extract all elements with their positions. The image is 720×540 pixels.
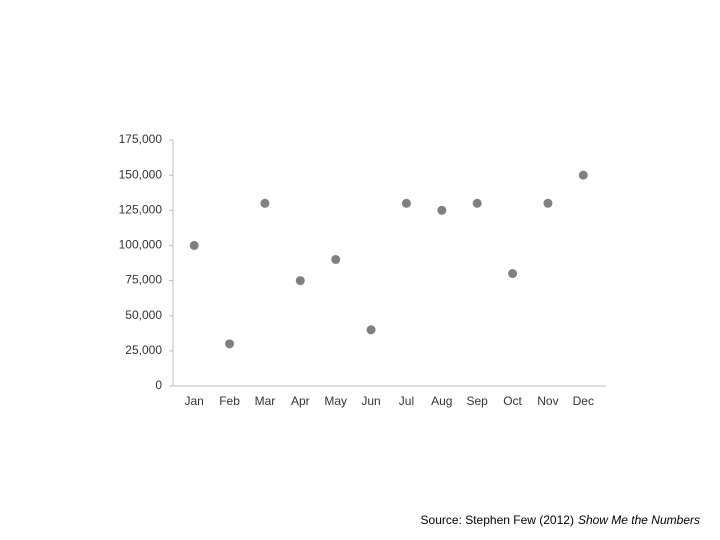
dot [225, 339, 235, 349]
x-tick-label: Apr [291, 394, 310, 408]
dot [366, 325, 376, 335]
source: Source: Stephen Few (2012) [421, 513, 574, 527]
x-tick-label: Mar [255, 394, 276, 408]
source-note: Source: Stephen Few (2012) Show Me the Nu… [421, 513, 700, 527]
x-tick-label: May [324, 394, 347, 408]
x-tick-label: Aug [431, 394, 452, 408]
x-tick-label: Sep [467, 394, 489, 408]
y-tick-label: 175,000 [119, 132, 163, 146]
x-tick-label: Feb [219, 394, 240, 408]
x-tick-label: Dec [573, 394, 594, 408]
dot [401, 198, 411, 208]
source-title: Show Me the Numbers [578, 513, 700, 527]
x-tick-label: Jul [399, 394, 414, 408]
dot [331, 254, 341, 264]
y-tick-label: 150,000 [119, 167, 163, 181]
dot [189, 240, 199, 250]
x-tick-label: Oct [503, 394, 522, 408]
y-tick-label: 0 [155, 378, 162, 392]
dot [543, 198, 553, 208]
y-tick-label: 25,000 [125, 343, 162, 357]
dot [472, 198, 482, 208]
dot [260, 198, 270, 208]
x-tick-label: Nov [537, 394, 558, 408]
y-tick-label: 50,000 [125, 308, 162, 322]
x-tick-label: Jun [361, 394, 380, 408]
dot [295, 276, 305, 286]
dot [508, 269, 518, 279]
x-tick-label: Jan [185, 394, 204, 408]
y-tick-label: 100,000 [119, 238, 163, 252]
y-tick-label: 125,000 [119, 202, 163, 216]
y-tick-label: 75,000 [125, 273, 162, 287]
dot [578, 170, 588, 180]
dot [437, 205, 447, 215]
